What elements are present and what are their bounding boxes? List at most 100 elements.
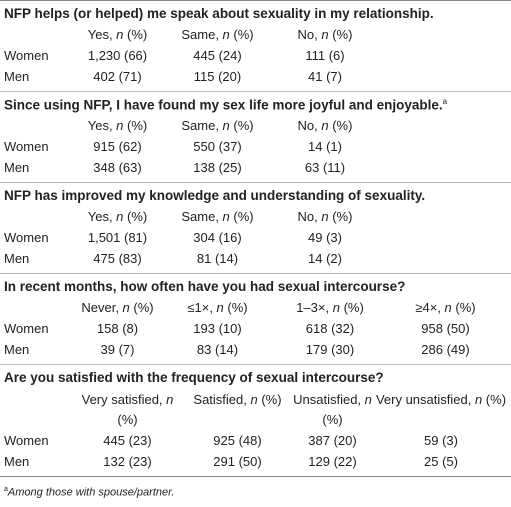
header-part: No, <box>297 118 322 133</box>
data-row: Men 475 (83) 81 (14) 14 (2) <box>0 248 511 269</box>
footnote-text: Among those with spouse/partner. <box>7 486 175 499</box>
cell: 14 (2) <box>308 251 342 266</box>
header-part: (%) <box>322 412 343 427</box>
header-part: (%) <box>223 300 248 315</box>
data-row: Women 158 (8) 193 (10) 618 (32) 958 (50) <box>0 318 511 339</box>
column-header: Very unsatisfied, n (%) <box>375 390 507 410</box>
cell: 138 (25) <box>193 160 242 175</box>
question-text: NFP has improved my knowledge and unders… <box>4 188 426 203</box>
section: Are you satisfied with the frequency of … <box>0 365 511 477</box>
table: NFP helps (or helped) me speak about sex… <box>0 0 511 477</box>
column-header: ≥4×, n (%) <box>390 300 501 315</box>
question: NFP helps (or helped) me speak about sex… <box>0 1 511 24</box>
cell: 445 (24) <box>193 48 242 63</box>
footnote: aAmong those with spouse/partner. <box>4 486 174 499</box>
cell: 387 (20) <box>308 433 357 448</box>
cell: 1,230 (66) <box>87 48 148 63</box>
data-row: Men 402 (71) 115 (20) 41 (7) <box>0 66 511 87</box>
question-text: In recent months, how often have you had… <box>4 279 406 294</box>
column-header: ≤1×, n (%) <box>165 300 270 315</box>
cell: 132 (23) <box>103 454 152 469</box>
header-part: n <box>364 392 372 407</box>
header-part: No, <box>297 27 322 42</box>
row-label: Women <box>4 321 49 336</box>
header-part: n <box>122 300 130 315</box>
column-header: Yes, n (%) <box>70 27 165 42</box>
header-part: Same, <box>181 209 223 224</box>
header-part: Yes, <box>87 209 117 224</box>
header-part: n <box>116 118 124 133</box>
section: NFP helps (or helped) me speak about sex… <box>0 1 511 92</box>
question-text: NFP helps (or helped) me speak about sex… <box>4 6 434 21</box>
column-header: Unsatisfied, n (%) <box>290 390 375 430</box>
header-part: n <box>321 209 329 224</box>
cell: 39 (7) <box>100 342 135 357</box>
cell: 63 (11) <box>304 160 346 175</box>
question: Since using NFP, I have found my sex lif… <box>0 92 511 115</box>
column-header: No, n (%) <box>270 209 380 224</box>
header-part: (%) <box>257 392 282 407</box>
data-row: Men 39 (7) 83 (14) 179 (30) 286 (49) <box>0 339 511 360</box>
column-header: No, n (%) <box>270 118 380 133</box>
header-part: ≥4×, <box>415 300 445 315</box>
header-part: n <box>116 209 124 224</box>
header-part: Yes, <box>87 27 117 42</box>
question: In recent months, how often have you had… <box>0 274 511 297</box>
header-part: n <box>332 300 340 315</box>
column-header: Same, n (%) <box>165 209 270 224</box>
header-part: (%) <box>229 209 254 224</box>
column-header: Yes, n (%) <box>70 118 165 133</box>
header-part: n <box>321 118 329 133</box>
cell: 41 (7) <box>308 69 342 84</box>
column-header: Never, n (%) <box>70 300 165 315</box>
cell: 286 (49) <box>421 342 470 357</box>
header-part: Same, <box>181 27 223 42</box>
header-part: Yes, <box>87 118 117 133</box>
cell: 14 (1) <box>308 139 342 154</box>
cell: 304 (16) <box>193 230 242 245</box>
column-header: Same, n (%) <box>165 118 270 133</box>
header-part: ≤1×, <box>187 300 217 315</box>
row-label: Women <box>4 433 49 448</box>
header-part: n <box>444 300 452 315</box>
data-row: Women 1,230 (66) 445 (24) 111 (6) <box>0 45 511 66</box>
section: NFP has improved my knowledge and unders… <box>0 183 511 274</box>
header-part: n <box>222 118 230 133</box>
header-part: (%) <box>123 209 148 224</box>
header-part: n <box>216 300 224 315</box>
row-label: Men <box>4 251 30 266</box>
row-label: Men <box>4 69 30 84</box>
header-part: (%) <box>123 118 148 133</box>
cell: 59 (3) <box>424 433 458 448</box>
column-header: Very satisfied, n (%) <box>70 390 185 430</box>
header-part: 1–3×, <box>296 300 333 315</box>
cell: 158 (8) <box>96 321 139 336</box>
header-part: (%) <box>328 27 353 42</box>
header-part: (%) <box>117 412 138 427</box>
cell: 111 (6) <box>305 48 345 63</box>
question: NFP has improved my knowledge and unders… <box>0 183 511 206</box>
cell: 348 (63) <box>93 160 142 175</box>
footnote-marker: a <box>4 486 8 493</box>
cell: 25 (5) <box>424 454 458 469</box>
cell: 129 (22) <box>308 454 357 469</box>
header-part: (%) <box>229 27 254 42</box>
header-part: (%) <box>129 300 154 315</box>
column-header: No, n (%) <box>270 27 380 42</box>
header-part: (%) <box>339 300 364 315</box>
header-part: (%) <box>229 118 254 133</box>
column-header-row: Never, n (%) ≤1×, n (%) 1–3×, n (%) ≥4×, n … <box>0 297 511 318</box>
header-part: n <box>222 209 230 224</box>
question: Are you satisfied with the frequency of … <box>0 365 511 388</box>
section: Since using NFP, I have found my sex lif… <box>0 92 511 183</box>
column-header-row: Yes, n (%) Same, n (%) No, n (%) <box>0 115 511 136</box>
cell: 475 (83) <box>93 251 142 266</box>
header-part: Very satisfied, <box>81 392 167 407</box>
question-text: Are you satisfied with the frequency of … <box>4 370 384 385</box>
row-label: Men <box>4 342 30 357</box>
cell: 915 (62) <box>93 139 142 154</box>
cell: 402 (71) <box>93 69 142 84</box>
column-header: Yes, n (%) <box>70 209 165 224</box>
column-header-row: Yes, n (%) Same, n (%) No, n (%) <box>0 206 511 227</box>
